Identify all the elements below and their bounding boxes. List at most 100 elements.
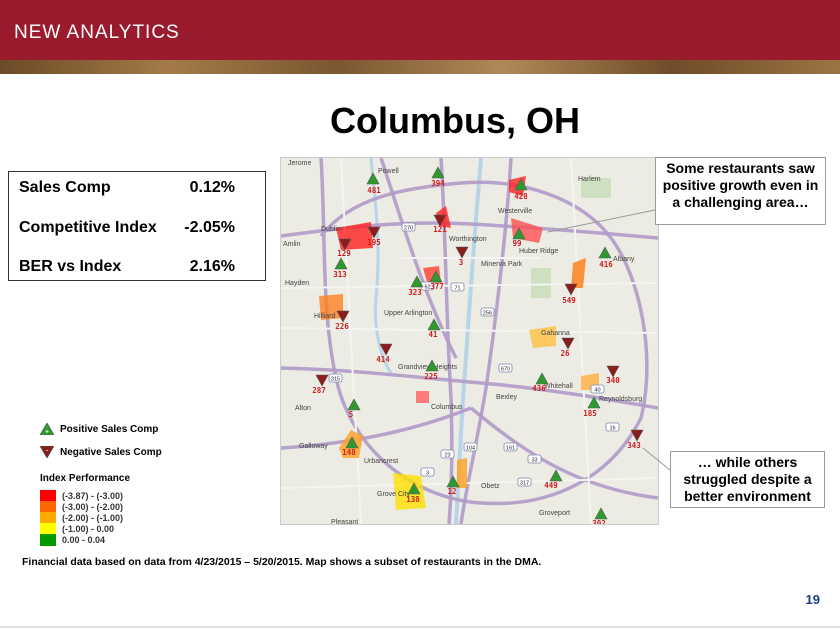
index-range-label: (-1.00) - 0.00: [62, 524, 115, 534]
index-range-row: (-3.87) - (-3.00): [40, 490, 123, 502]
map-canvas[interactable]: Jerome Powell Harlem Westerville Dublin Worth…: [281, 158, 658, 524]
route-shield: [450, 282, 465, 292]
positive-marker: [598, 246, 612, 259]
callout-bottom-text: … while others struggled despite a bette…: [683, 454, 812, 504]
highway: [469, 406, 658, 500]
stat-label-ber-vs-index: BER vs Index: [19, 258, 122, 275]
place-label: Alton: [295, 405, 311, 412]
decorative-band: [0, 60, 840, 74]
route-shield-number: 270: [404, 225, 413, 231]
restaurant-id-label: 414: [376, 355, 390, 364]
legend-negative-label: Negative Sales Comp: [60, 446, 162, 458]
index-swatch: [40, 512, 56, 524]
restaurant-id-label: 313: [333, 270, 347, 279]
highway: [379, 158, 458, 359]
place-label: Harlem: [578, 176, 601, 183]
footer-divider: [0, 626, 840, 628]
stat-label-competitive-index: Competitive Index: [19, 219, 157, 236]
restaurant-id-label: 148: [342, 448, 356, 457]
index-range-label: (-3.00) - (-2.00): [62, 502, 124, 512]
route-shield-number: 23: [444, 452, 450, 458]
route-shield: [480, 307, 495, 317]
route-shield: [590, 384, 605, 394]
street: [340, 158, 362, 524]
place-label: Gahanna: [541, 330, 570, 337]
negative-marker: [433, 214, 447, 227]
route-shield-number: 670: [501, 366, 510, 372]
negative-marker: [338, 238, 352, 251]
negative-marker: [606, 365, 620, 378]
index-range-row: (-1.00) - 0.00: [40, 523, 114, 535]
route-shield-number: 62: [424, 284, 430, 290]
positive-marker: [429, 270, 443, 283]
place-label: Westerville: [498, 208, 532, 215]
restaurant-id-label: 41: [428, 330, 438, 339]
restaurant-id-label: 549: [562, 296, 576, 305]
park: [531, 268, 551, 298]
restaurant-id-label: 343: [627, 441, 641, 450]
park: [581, 178, 611, 198]
stat-value-competitive-index: -2.05%: [184, 219, 235, 236]
restaurant-id-label: 225: [424, 372, 438, 381]
triangle-up-icon: +: [40, 423, 54, 435]
positive-marker: [512, 227, 526, 240]
place-label: Minerva Park: [481, 261, 523, 268]
index-area: [416, 391, 429, 403]
index-swatch: [40, 534, 56, 546]
positive-marker: [407, 482, 421, 495]
negative-marker: [455, 246, 469, 259]
restaurant-id-label: 481: [367, 186, 381, 195]
callout-bottom: … while others struggled despite a bette…: [670, 451, 825, 508]
positive-marker: [334, 257, 348, 270]
slide-title: Columbus, OH: [330, 100, 580, 141]
svg-text:-: -: [46, 449, 48, 455]
restaurant-id-label: 394: [431, 179, 445, 188]
place-label: Dublin: [321, 226, 341, 233]
restaurant-id-label: 287: [312, 386, 326, 395]
negative-marker: [564, 283, 578, 296]
place-label: Urbancrest: [364, 458, 398, 465]
place-label: Whitehall: [544, 383, 573, 390]
route-shield: [463, 442, 478, 452]
negative-marker: [561, 337, 575, 350]
stat-value-sales-comp: 0.12%: [189, 179, 235, 196]
stat-value-ber-vs-index: 2.16%: [189, 258, 235, 275]
positive-marker: [347, 398, 361, 411]
highway: [281, 406, 472, 450]
route-shield: [605, 422, 620, 432]
route-shield-number: 3: [426, 470, 429, 476]
route-shield: [420, 467, 435, 477]
restaurant-id-label: 129: [337, 249, 351, 258]
place-label: Hilliard: [314, 313, 336, 320]
place-label: Jerome: [288, 160, 311, 167]
place-label: Columbus: [431, 404, 463, 411]
header-title: NEW ANALYTICS: [14, 22, 180, 43]
positive-marker: [446, 475, 460, 488]
positive-marker: [431, 166, 445, 179]
place-label: Powell: [378, 168, 399, 175]
positive-marker: [535, 372, 549, 385]
route-shield-number: 16: [609, 425, 615, 431]
negative-marker: [367, 226, 381, 239]
negative-marker: [630, 429, 644, 442]
highway: [281, 366, 658, 410]
positive-marker: [427, 318, 441, 331]
columbus-map[interactable]: Jerome Powell Harlem Westerville Dublin Worth…: [280, 157, 659, 525]
restaurant-id-label: 436: [532, 384, 546, 393]
place-label: Galloway: [299, 443, 328, 450]
place-label: Bexley: [496, 394, 518, 401]
legend-negative: - Negative Sales Comp: [40, 446, 162, 458]
stats-box: Sales Comp 0.12% Competitive Index -2.05…: [8, 171, 266, 281]
route-shield-number: 315: [331, 376, 340, 382]
restaurant-id-label: 428: [514, 192, 528, 201]
restaurant-id-label: 416: [599, 260, 613, 269]
route-shield-number: 256: [483, 310, 492, 316]
restaurant-id-label: 302: [592, 519, 606, 524]
restaurant-id-label: 226: [335, 322, 349, 331]
restaurant-id-label: 195: [367, 238, 381, 247]
restaurant-id-label: 449: [544, 481, 558, 490]
restaurant-id-label: 138: [406, 495, 420, 504]
negative-marker: [336, 310, 350, 323]
positive-marker: [425, 359, 439, 372]
footnote: Financial data based on data from 4/23/2…: [22, 556, 542, 568]
